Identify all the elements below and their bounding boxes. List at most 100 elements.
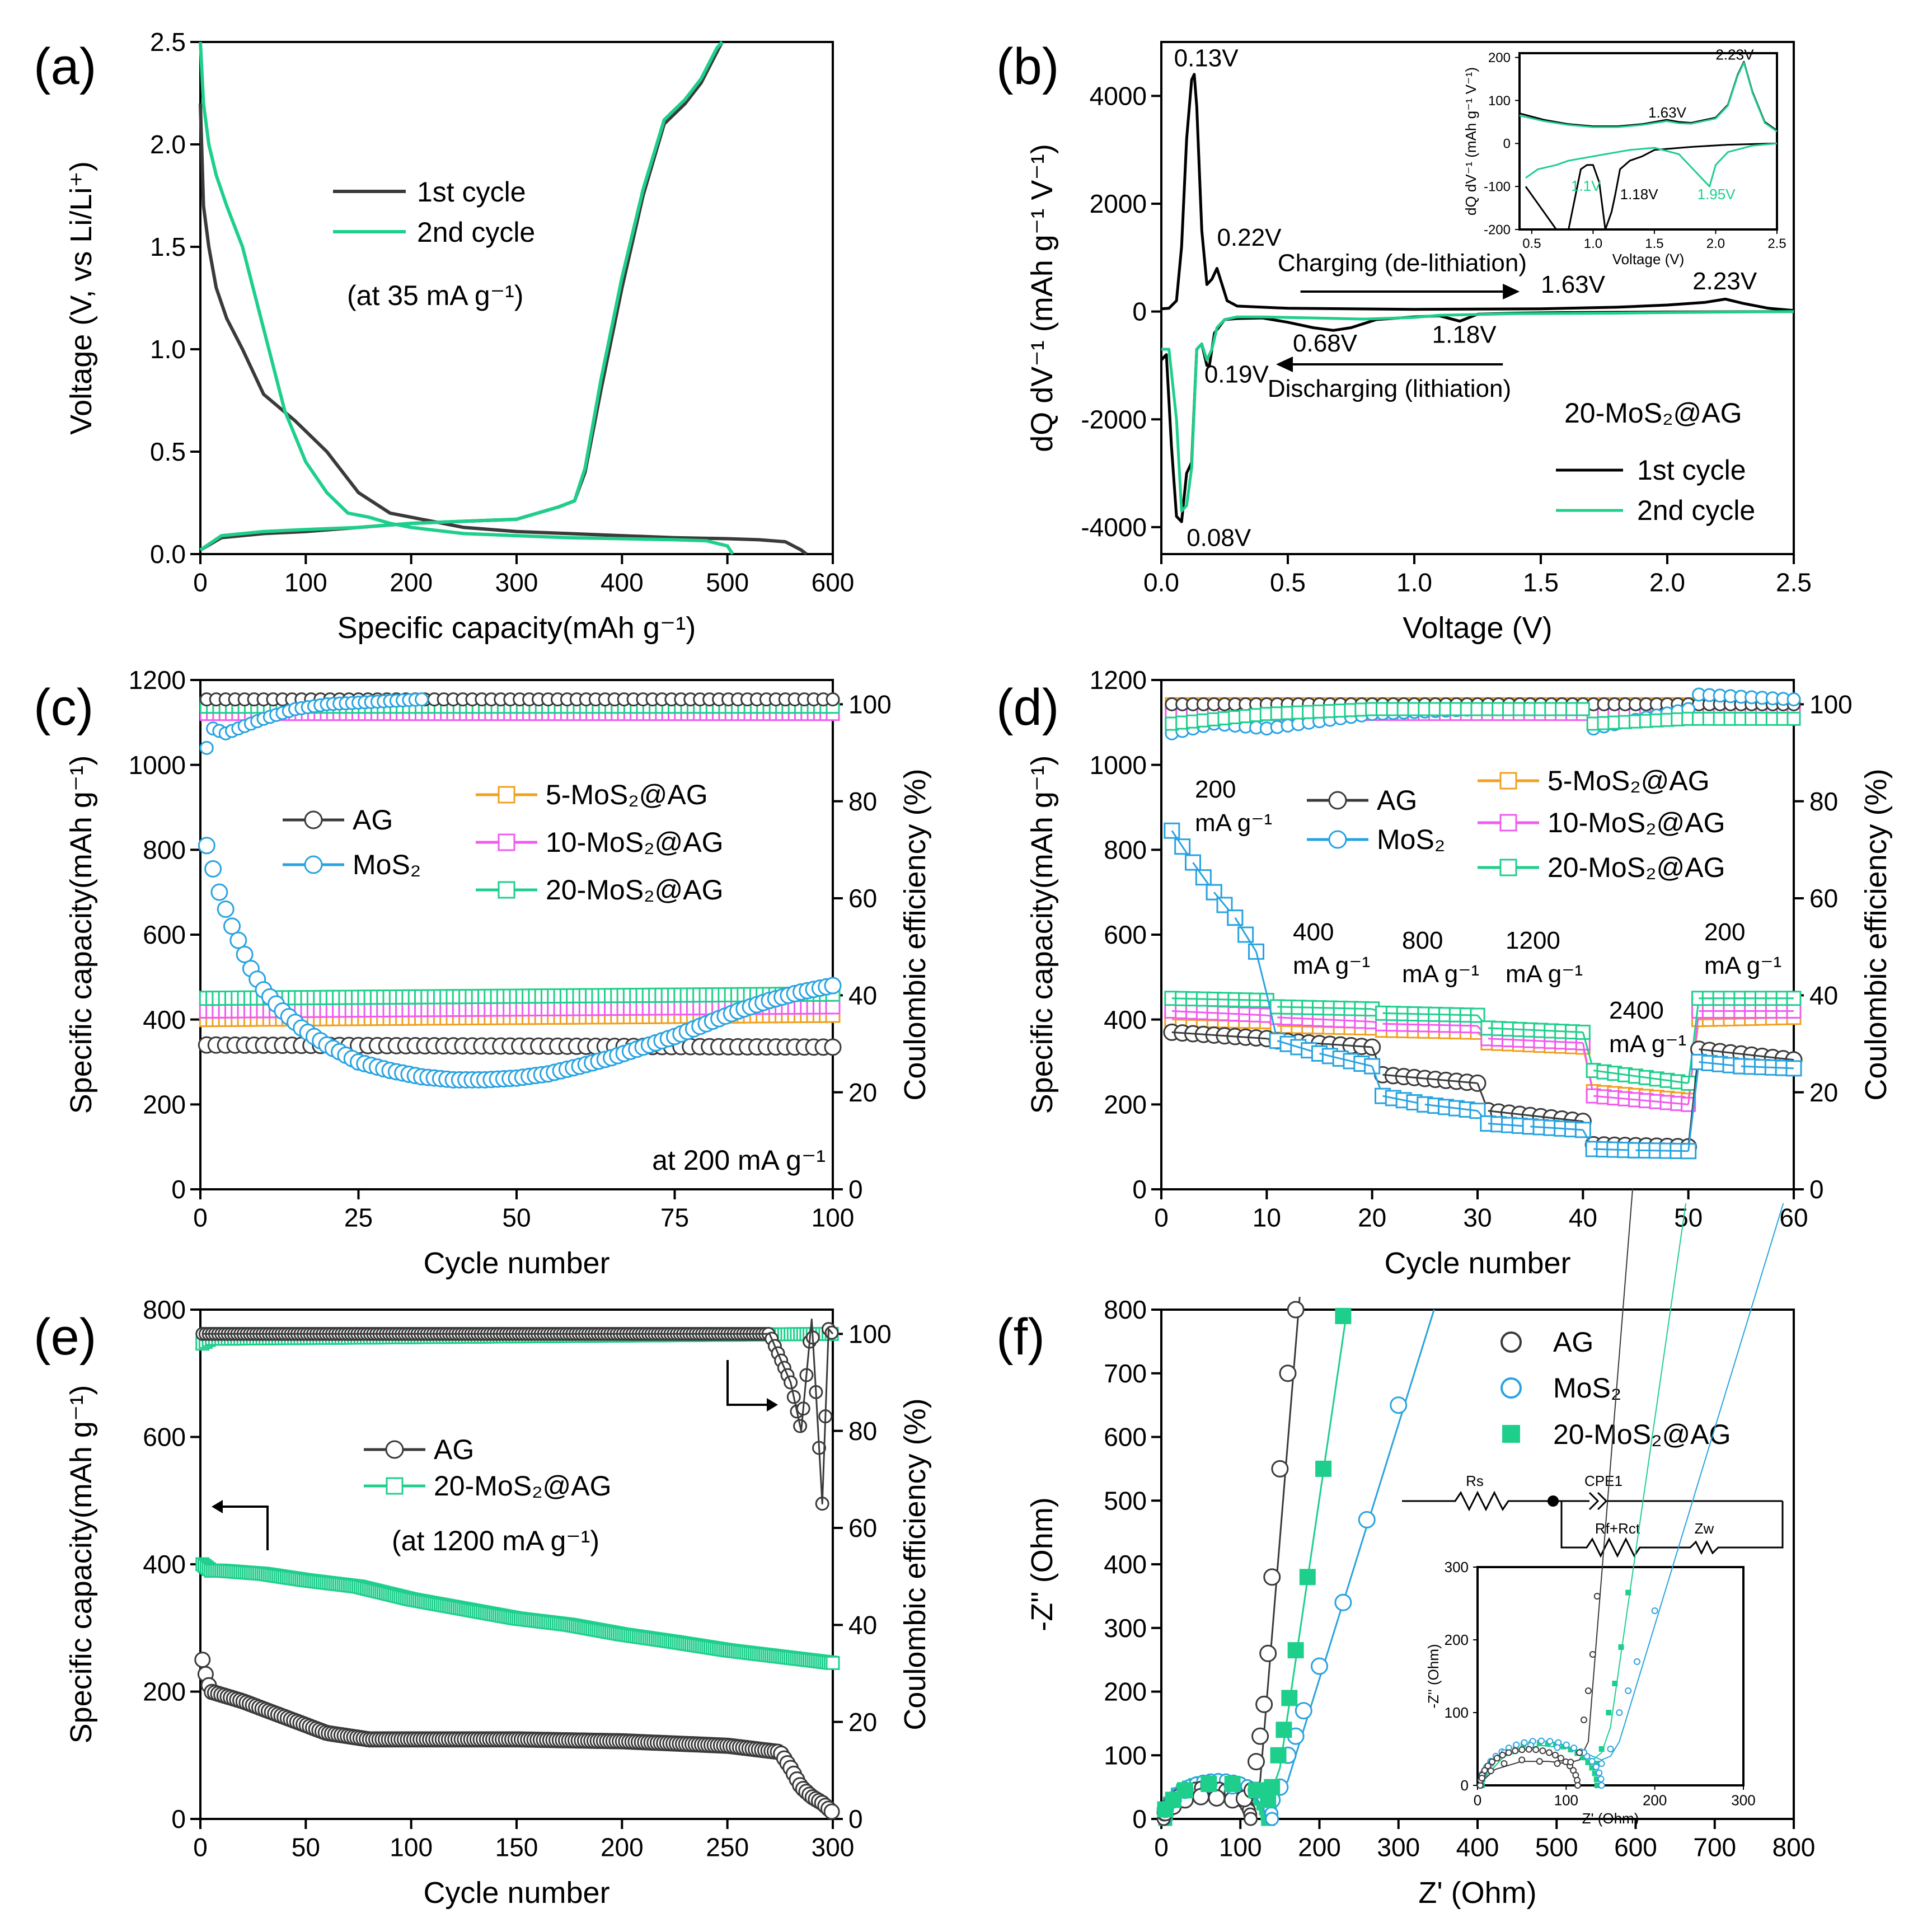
x-tick-label: 100	[812, 1203, 855, 1232]
y-tick-label: -100	[1484, 180, 1511, 195]
inset-marker	[1580, 1755, 1586, 1761]
x-tick-label: 2.5	[1767, 236, 1786, 251]
rate-annotation: at 200 mA g⁻¹	[652, 1145, 826, 1176]
fit-line	[1160, 1309, 1348, 1820]
mos2-capacity-marker	[210, 883, 228, 901]
legend-label-1st: 1st cycle	[1637, 454, 1746, 486]
inset-marker	[1574, 1782, 1581, 1789]
mos2-capacity-marker-link	[1635, 1149, 1689, 1152]
x-tick-label: 0.5	[1522, 236, 1541, 251]
mos2-capacity-marker-link	[1424, 1103, 1478, 1112]
eis-marker	[1315, 1460, 1332, 1477]
y-tick-label: 800	[1104, 835, 1147, 864]
peak-label: 2.23V	[1692, 268, 1757, 295]
x-tick-label: 2.0	[1706, 236, 1725, 251]
ag-arc-marker	[1244, 1812, 1258, 1826]
eis-marker	[1270, 1747, 1287, 1764]
inset-marker	[1489, 1758, 1496, 1765]
eis-marker	[1264, 1779, 1281, 1795]
peak-label: 1.18V	[1432, 321, 1497, 348]
legend-label-2nd: 2nd cycle	[417, 217, 535, 248]
y-tick-label: 1000	[129, 751, 186, 780]
legend-mos10-label: 10-MoS₂@AG	[1548, 807, 1725, 838]
x-tick-label: 0	[193, 1203, 208, 1232]
y-tick-label: 2000	[1090, 189, 1147, 218]
y-tick-label: -2000	[1081, 405, 1147, 434]
inset-marker	[1612, 1681, 1618, 1686]
y-tick-label: 200	[1445, 1631, 1469, 1648]
inset-curve	[1519, 62, 1778, 133]
inset-marker	[1616, 1709, 1623, 1716]
y2-axis-label: Coulombic efficiency (%)	[1859, 768, 1893, 1100]
y-tick-label: 200	[1104, 1090, 1147, 1119]
rate-annotation: (at 1200 mA g⁻¹)	[392, 1525, 599, 1556]
inset-curve	[1525, 142, 1778, 187]
y2-tick-label: 60	[848, 884, 877, 913]
mos20-capacity-marker-link	[1171, 997, 1267, 1002]
ag-capacity-marker-link	[1488, 1110, 1583, 1123]
x-axis-label: Cycle number	[423, 1876, 609, 1910]
ag-ce-marker	[826, 692, 840, 707]
ag-capacity-marker	[194, 1652, 211, 1668]
y2-tick-label: 20	[1809, 1078, 1838, 1107]
eis-marker	[1224, 1775, 1241, 1792]
y2-tick-label: 80	[848, 787, 877, 816]
inset-marker	[1546, 1738, 1554, 1745]
x-tick-label: 25	[344, 1203, 373, 1232]
y2-tick-label: 80	[1809, 787, 1838, 816]
ag-capacity-marker-link	[1171, 1031, 1267, 1040]
y-tick-label: 2.0	[150, 130, 186, 159]
inset-marker	[1594, 1761, 1600, 1766]
y-tick-label: 1000	[1090, 751, 1147, 780]
legend-ag-label: AG	[1377, 785, 1417, 816]
circuit-label-rct: Rf+Rct	[1595, 1520, 1640, 1537]
eis-marker	[1208, 1789, 1226, 1807]
x-tick-label: 30	[1463, 1203, 1492, 1232]
rate-annotation: (at 35 mA g⁻¹)	[347, 280, 523, 311]
x-tick-label: 400	[601, 568, 644, 597]
legend-mos20-marker	[1499, 859, 1517, 876]
inset-marker	[1518, 1746, 1526, 1753]
eis-marker	[1248, 1753, 1265, 1771]
x-tick-label: 700	[1693, 1832, 1736, 1861]
y-tick-label: 0	[1503, 137, 1511, 152]
x-tick-label: 0.5	[1270, 568, 1306, 597]
y-tick-label: 800	[1104, 1295, 1147, 1324]
x-tick-label: 1.5	[1523, 568, 1559, 597]
y-tick-label: 0.0	[150, 540, 186, 569]
eis-marker	[1299, 1569, 1316, 1586]
inset-marker	[1546, 1749, 1553, 1756]
panel-e: 0 50 100 150 200 250 3000200400600800020406080…	[34, 1295, 932, 1910]
mos10-capacity-marker	[825, 999, 841, 1015]
y-tick-label: -200	[1484, 222, 1511, 237]
eis-marker	[1263, 1568, 1281, 1586]
legend-ag-label: AG	[353, 804, 393, 836]
y-tick-label: 800	[143, 835, 186, 864]
y2-tick-label: 20	[848, 1708, 877, 1737]
legend-mos2-marker	[1328, 830, 1347, 849]
y-tick-label: 400	[1104, 1005, 1147, 1034]
legend-mos2-marker	[1500, 1377, 1522, 1399]
y2-tick-label: 40	[848, 981, 877, 1010]
mos10-capacity-marker-link	[1171, 1010, 1267, 1016]
x-tick-label: 200	[601, 1832, 644, 1861]
legend-ag-marker	[385, 1440, 404, 1459]
eis-marker	[1259, 1644, 1277, 1662]
legend-label-1st: 1st cycle	[417, 176, 526, 208]
inset-marker	[1568, 1747, 1574, 1753]
inset-marker	[1651, 1607, 1658, 1614]
x-tick-label: 100	[284, 568, 327, 597]
legend-mos5-label: 5-MoS₂@AG	[1548, 765, 1710, 796]
y2-tick-label: 100	[848, 690, 892, 719]
y-tick-label: 600	[143, 1423, 186, 1452]
inset-marker	[1593, 1776, 1600, 1783]
eis-marker	[1251, 1727, 1269, 1745]
inset-marker	[1538, 1737, 1545, 1745]
rate-unit-label: mA g⁻¹	[1195, 809, 1272, 837]
y-axis-label: dQ dV⁻¹ (mAh g⁻¹ V⁻¹)	[1025, 144, 1059, 452]
y-tick-label: 600	[1104, 920, 1147, 949]
eis-marker	[1281, 1690, 1298, 1706]
eis-marker	[1276, 1722, 1292, 1738]
mos20-capacity-marker-link	[1687, 998, 1700, 1084]
mos10-capacity-marker-link	[1488, 1038, 1583, 1044]
